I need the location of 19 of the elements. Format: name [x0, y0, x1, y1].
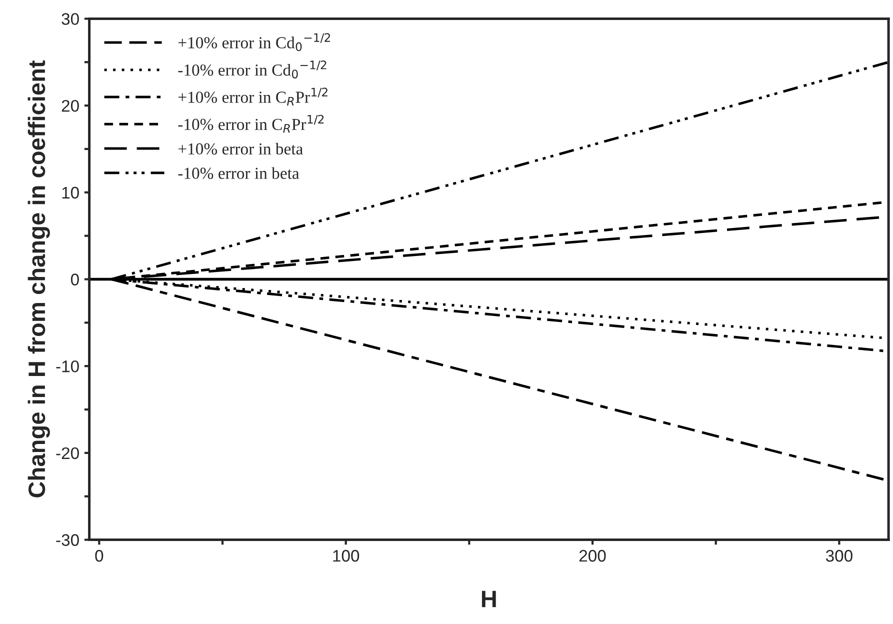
- legend-label: +10% error in beta: [178, 142, 303, 155]
- x-tick-label: 0: [95, 550, 104, 562]
- y-tick-label: 30: [62, 13, 79, 25]
- y-tick-label: 10: [62, 186, 79, 199]
- y-tick-label: -30: [56, 534, 79, 546]
- legend-label: +10% error in C$_{R}$Pr$^{1/2}$: [178, 88, 328, 106]
- legend-label: -10% error in Cd$_{0}$$^{−1/2}$: [178, 60, 326, 78]
- y-tick-label: -10: [56, 360, 79, 372]
- legend-label: -10% error in C$_{R}$Pr$^{1/2}$: [178, 114, 324, 133]
- legend-label: -10% error in beta: [178, 167, 300, 179]
- x-tick-label: 200: [579, 550, 606, 562]
- x-axis-title: H: [482, 590, 496, 608]
- y-tick-label: 0: [70, 274, 79, 286]
- legend-label: +10% error in Cd$_{0}$$^{−1/2}$: [178, 33, 330, 52]
- y-axis-title: Change in H from change in coefficient: [28, 60, 50, 498]
- y-tick-label: -20: [56, 447, 79, 460]
- y-tick-label: 20: [62, 100, 79, 112]
- x-tick-label: 300: [826, 550, 852, 562]
- x-tick-label: 100: [333, 550, 360, 562]
